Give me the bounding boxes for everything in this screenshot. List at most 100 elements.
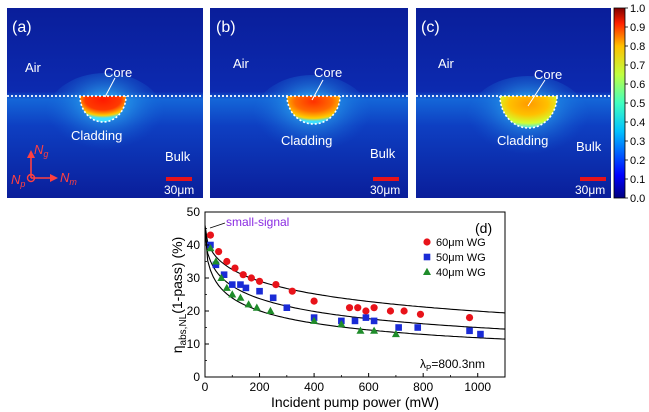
- panel-c-core-label: Core: [534, 67, 562, 82]
- x-axis-label: Incident pump power (mW): [271, 394, 439, 410]
- series-0-point: [272, 281, 280, 289]
- colorbar: 1.0 0.9 0.8 0.7 0.6 0.5 0.4 0.3 0.2 0.1 0.0: [613, 3, 645, 205]
- series-0-point: [362, 307, 370, 315]
- series-1-point: [242, 284, 250, 292]
- y-tick-label: 20: [187, 304, 201, 318]
- x-tick-label: 800: [413, 380, 433, 394]
- orientation-axes: Ng Nm Np: [11, 142, 77, 189]
- axis-ticks: 0 200 400 600 800 1000 0 10 20 30 40 50: [187, 205, 492, 394]
- panel-a-scale-bar: [166, 177, 192, 181]
- axis-p-marker: [26, 173, 36, 183]
- series-1-point: [466, 327, 473, 335]
- x-tick-label: 1000: [464, 380, 491, 394]
- panel-a: (a) Air Core Cladding Bulk 30μm Ng Nm Np: [7, 8, 203, 198]
- series-1-point: [283, 304, 291, 311]
- series-0-point: [255, 277, 264, 285]
- panel-c-core-pointer: [527, 79, 546, 107]
- panel-a-label: (a): [12, 19, 32, 36]
- series-2-point: [206, 244, 215, 252]
- panel-b-cladding-label: Cladding: [281, 133, 332, 148]
- colorbar-tick-label: 0.4: [630, 117, 645, 129]
- colorbar-tick-label: 0.8: [630, 41, 645, 53]
- colorbar-tick-label: 0.3: [630, 136, 645, 148]
- panel-a-core-label: Core: [104, 65, 132, 80]
- wavelength-value: =800.3nm: [431, 357, 485, 371]
- panel-a-cladding-label: Cladding: [71, 128, 122, 143]
- series-1-point: [351, 317, 359, 325]
- series-0-point: [416, 310, 425, 318]
- series-0-point: [465, 314, 474, 322]
- panel-c: (c) Air Core Cladding Bulk 30μm: [416, 8, 611, 198]
- panel-b-scale-label: 30μm: [370, 183, 400, 197]
- wavelength-lambda: λ: [420, 357, 426, 371]
- panel-c-cladding-label: Cladding: [497, 133, 548, 148]
- fit-curve-1: [204, 228, 506, 330]
- series-1-point: [220, 271, 228, 278]
- legend-marker-0: [423, 238, 431, 246]
- axis-p-N: N: [11, 172, 21, 187]
- series-0-point: [370, 304, 378, 312]
- legend-marker-1: [423, 253, 431, 261]
- series-0-point: [223, 257, 231, 266]
- colorbar-tick-label: 0.0: [630, 193, 645, 205]
- panel-c-core-boundary: [499, 95, 558, 129]
- panel-a-core-pointer: [104, 77, 116, 98]
- axis-g-N: N: [34, 142, 44, 157]
- series-2-point: [310, 316, 319, 324]
- panel-b-air-label: Air: [233, 56, 250, 71]
- panel-b-core: [287, 96, 340, 125]
- legend-label-1: 50μm WG: [436, 252, 486, 264]
- series-0-point: [310, 297, 318, 305]
- series-0-point: [215, 248, 223, 256]
- y-tick-label: 0: [193, 370, 200, 384]
- series-0-point: [288, 287, 296, 295]
- panel-b-bulk-label: Bulk: [370, 146, 396, 161]
- series-0-point: [354, 304, 362, 312]
- x-tick-label: 200: [250, 380, 270, 394]
- x-tick-label: 600: [359, 380, 379, 394]
- colorbar-tick-label: 0.6: [630, 79, 645, 91]
- y-tick-label: 10: [187, 337, 201, 351]
- series-1-point: [414, 324, 422, 331]
- panel-b-scale-bar: [373, 177, 399, 181]
- colorbar-tick-label: 0.7: [630, 60, 645, 72]
- series-1-point: [395, 324, 402, 331]
- fit-curve-0: [204, 225, 506, 314]
- series-1-point: [362, 314, 370, 321]
- panel-c-core: [500, 96, 557, 128]
- y-axis-label: ηabs,NL(1-pass) (%): [169, 237, 189, 354]
- series-1-point: [477, 330, 484, 338]
- colorbar-tick-label: 0.2: [630, 155, 645, 167]
- colorbar-tick-label: 0.9: [630, 22, 645, 34]
- series-2-point: [211, 257, 220, 265]
- small-signal-annotation: small-signal: [226, 215, 289, 229]
- series-1-point: [370, 317, 378, 325]
- series-0-point: [231, 264, 239, 272]
- series-2-point: [228, 290, 237, 298]
- panel-b-core-label: Core: [314, 65, 342, 80]
- panel-a-core: [80, 96, 126, 122]
- y-tick-label: 40: [187, 238, 201, 252]
- axis-m-label: Nm: [60, 170, 77, 187]
- series-0-point: [206, 231, 215, 239]
- series-1-point: [256, 287, 263, 295]
- series-0-point: [239, 271, 247, 279]
- series-2-point: [266, 306, 275, 314]
- colorbar-gradient: [613, 7, 626, 199]
- axis-g-label: Ng: [34, 142, 48, 159]
- legend-label-0: 60μm WG: [436, 237, 486, 249]
- panel-a-bulk-label: Bulk: [165, 149, 191, 164]
- panel-b-core-boundary: [286, 95, 341, 125]
- legend-marker-2: [423, 267, 431, 275]
- panel-a-scale-label: 30μm: [164, 183, 194, 197]
- panel-b-label: (b): [216, 19, 236, 36]
- series-2-point: [222, 283, 231, 291]
- axis-m-sub: m: [69, 177, 77, 187]
- panel-a-core-boundary: [79, 95, 127, 123]
- panel-a-air-label: Air: [25, 60, 42, 75]
- panel-c-scale-label: 30μm: [575, 183, 605, 197]
- series-1-point: [237, 281, 244, 288]
- y-axis-eta: η: [169, 345, 185, 353]
- panel-c-bulk-label: Bulk: [576, 139, 602, 154]
